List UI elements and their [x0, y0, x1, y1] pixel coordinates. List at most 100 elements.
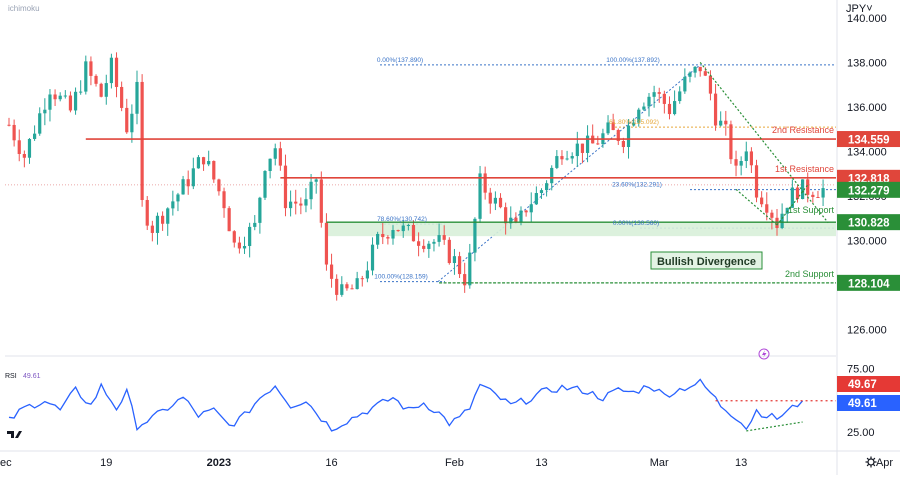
candle-body	[27, 138, 32, 158]
candle-body	[498, 197, 503, 208]
candle-body	[765, 204, 769, 213]
candle-body	[667, 103, 672, 115]
candle-body	[22, 154, 26, 158]
candle-body	[626, 125, 631, 148]
candle-body	[386, 237, 390, 239]
lightning-icon-bolt	[762, 350, 767, 358]
price-tick: 136.000	[847, 102, 887, 114]
candle-body	[642, 106, 646, 110]
time-tick: 13	[535, 457, 547, 469]
candle-body	[442, 235, 446, 240]
candle-body	[483, 173, 487, 193]
candle-body	[754, 165, 759, 198]
candle	[68, 91, 73, 113]
candle	[38, 107, 42, 136]
candle	[386, 235, 390, 245]
level-label: 1st Resistance	[775, 164, 834, 174]
candle	[299, 197, 303, 215]
candle-body	[616, 130, 620, 142]
candle	[570, 152, 574, 164]
candle	[114, 52, 119, 98]
candle	[545, 180, 549, 197]
level-label: 1st Support	[788, 205, 835, 215]
candle	[432, 239, 436, 252]
rsi-tag-text: 49.61	[848, 398, 877, 410]
candle-body	[376, 233, 380, 245]
candle	[135, 70, 139, 125]
fib-label: 100.00%(137.892)	[606, 57, 660, 64]
candle-body	[109, 57, 113, 84]
candle	[381, 223, 385, 245]
candle	[345, 282, 349, 291]
lightning-icon	[758, 348, 770, 360]
candle-body	[319, 179, 323, 223]
candle	[401, 219, 405, 238]
candle	[370, 237, 375, 276]
candle	[319, 171, 323, 228]
candle-body	[739, 161, 743, 166]
candle	[181, 175, 185, 195]
candle-body	[58, 95, 62, 100]
candle-body	[140, 81, 144, 201]
candle-body	[304, 199, 308, 206]
price-tag-bg	[837, 274, 900, 291]
candle-body	[811, 194, 815, 198]
candle	[447, 237, 451, 265]
rsi-tag-bg	[837, 395, 900, 411]
candle-body	[12, 124, 16, 141]
time-tick: 2023	[207, 457, 231, 469]
candle-body	[821, 188, 825, 198]
settings-gear-icon[interactable]	[865, 456, 877, 468]
candle-body	[432, 241, 436, 244]
candle-body	[212, 161, 216, 180]
fib-trend-line	[437, 64, 701, 283]
rsi-tag-bg	[837, 376, 900, 392]
candle-body	[580, 143, 585, 153]
watermark: ichimoku	[8, 4, 40, 13]
price-tag-bg	[837, 131, 900, 148]
candle-body	[324, 222, 329, 265]
candle-body	[806, 179, 810, 195]
candle-body	[365, 270, 369, 279]
candle-body	[248, 226, 252, 247]
candle-body	[657, 92, 661, 94]
candle	[688, 71, 692, 83]
candle	[488, 187, 492, 214]
candle-body	[770, 212, 774, 218]
candle-body	[268, 158, 272, 171]
candle	[463, 262, 467, 293]
candle	[191, 157, 195, 190]
candle-body	[176, 194, 180, 202]
price-tag: 132.279	[837, 181, 900, 198]
candle-body	[191, 168, 195, 187]
candle-body	[463, 274, 467, 286]
currency-label[interactable]: JPY˅	[846, 3, 873, 15]
candle	[739, 156, 743, 176]
candle	[667, 96, 672, 120]
wedge-upper-line	[699, 62, 829, 224]
candle-body	[227, 208, 231, 232]
candle	[355, 271, 359, 290]
time-tick: Apr	[876, 457, 893, 469]
price-axis: 140.000138.000136.000134.000132.000130.0…	[837, 13, 900, 439]
projection-line	[776, 184, 809, 226]
candle	[478, 165, 482, 223]
candle	[145, 196, 149, 231]
candle-body	[719, 120, 723, 126]
price-tag: 134.559	[837, 131, 900, 148]
candle-body	[273, 148, 277, 159]
candle	[253, 215, 257, 231]
candle-body	[509, 217, 513, 224]
candle-body	[524, 210, 528, 213]
candle-body	[166, 208, 170, 224]
candle	[155, 212, 160, 245]
candle	[104, 74, 108, 105]
candle	[596, 135, 600, 145]
candle-body	[278, 148, 282, 166]
candle	[227, 206, 231, 232]
time-tick: 16	[325, 457, 337, 469]
candle	[698, 66, 702, 77]
candle	[217, 178, 221, 196]
wedge-lower-line	[735, 188, 778, 226]
